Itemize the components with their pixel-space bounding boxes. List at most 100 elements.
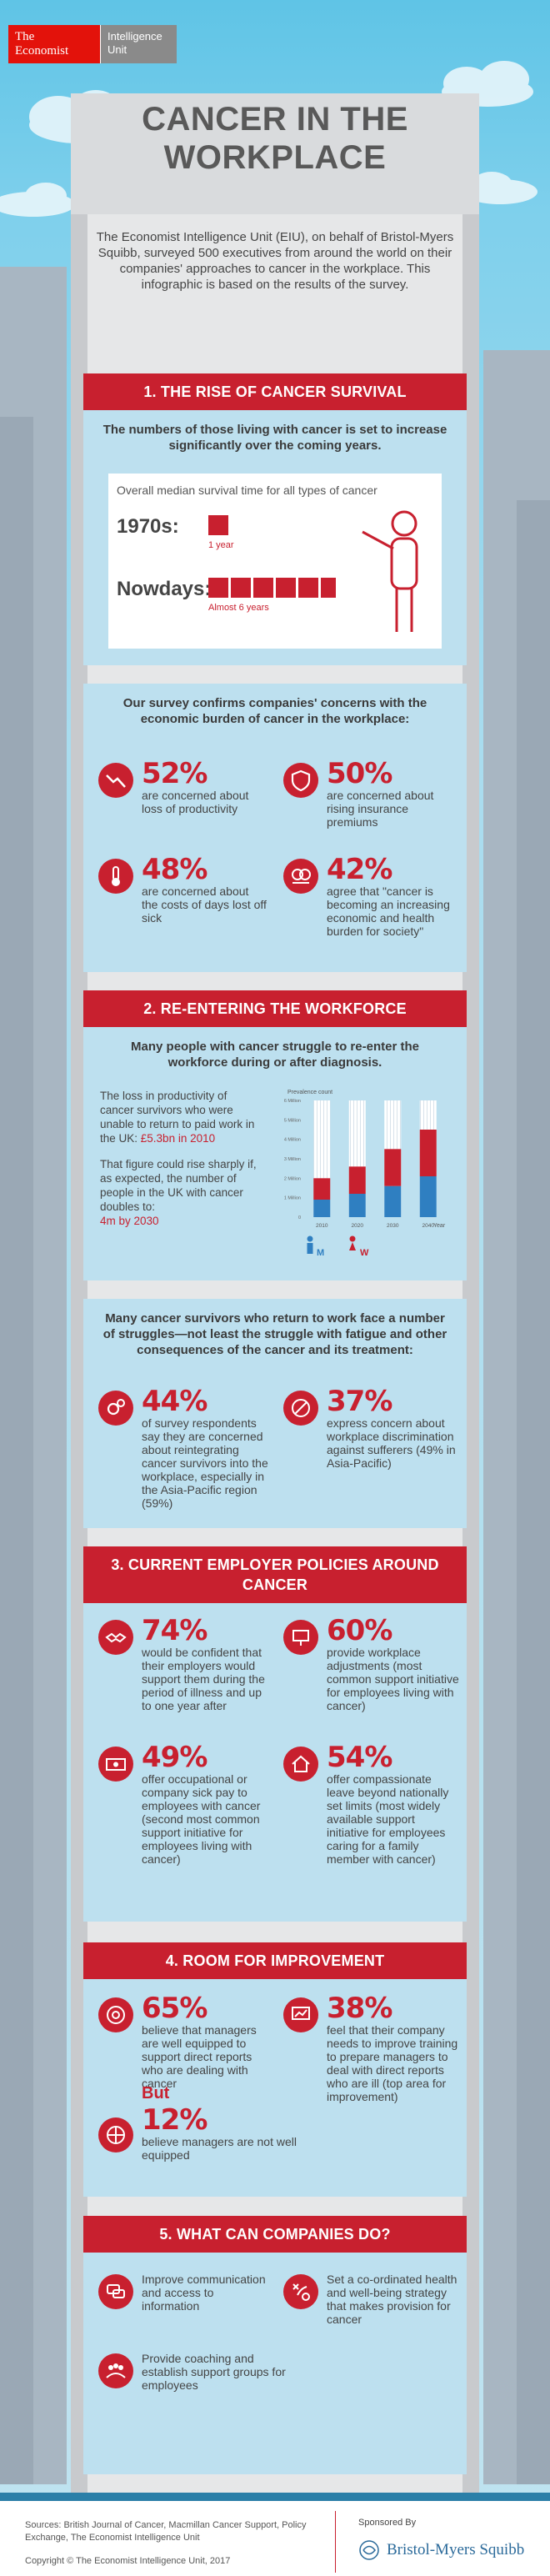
money-hand-icon: [283, 859, 318, 894]
y-tick-label: 1 Million: [284, 1196, 301, 1201]
bar-w-2030: [384, 1149, 402, 1186]
concerns-heading: Our survey confirms companies' concerns …: [122, 696, 428, 726]
stat-employer-confidence: 74% would be confident that their employ…: [142, 1616, 267, 1712]
row-1970s-label: 1970s:: [117, 515, 179, 538]
man-icon: [307, 1235, 313, 1254]
stat-sick-pay-text: offer occupational or company sick pay t…: [142, 1772, 261, 1866]
stat-training-needed-text: feel that their company needs to improve…: [327, 2023, 458, 2103]
row-1970s-value: 1 year: [208, 540, 234, 550]
stat-insurance-text: are concerned about rising insurance pre…: [327, 789, 434, 829]
discrimination-icon: [283, 1391, 318, 1426]
bar-m-2040: [419, 1176, 437, 1217]
bar-m-2030: [384, 1185, 402, 1217]
bms-logo-icon: [359, 2540, 379, 2560]
bar-block-3: [253, 578, 273, 598]
bar-block-2: [231, 578, 251, 598]
concerns-panel: Our survey confirms companies' concerns …: [83, 684, 467, 972]
section-3-heading: 3. CURRENT EMPLOYER POLICIES AROUND CANC…: [83, 1546, 467, 1603]
stat-discrimination-pct: 37%: [327, 1385, 392, 1418]
stat-managers-equipped-text: believe that managers are well equipped …: [142, 2023, 257, 2090]
bar-w-2040: [419, 1130, 437, 1176]
sponsor-name: Bristol-Myers Squibb: [387, 2541, 525, 2558]
bar-nowdays: [208, 578, 336, 598]
section-room-for-improvement: 4. ROOM FOR IMPROVEMENT 65% believe that…: [83, 1942, 467, 2197]
bar-m-2010: [313, 1200, 331, 1217]
footer-copyright: Copyright © The Economist Intelligence U…: [25, 2556, 231, 2566]
section-1-heading: 1. THE RISE OF CANCER SURVIVAL: [83, 373, 467, 410]
legend-w-label: W: [360, 1248, 369, 1258]
stat-sick-pay-pct: 49%: [142, 1741, 208, 1774]
woman-icon: [349, 1235, 356, 1250]
stat-sick-days-pct: 48%: [142, 853, 208, 886]
projection-value: 4m by 2030: [100, 1215, 159, 1227]
footer-sources: Sources: British Journal of Cancer, Macm…: [25, 2520, 307, 2543]
bar-block-5: [298, 578, 318, 598]
workplace-adjustments-icon: [283, 1620, 318, 1655]
stat-sick-days-text: are concerned about the costs of days lo…: [142, 885, 267, 925]
x-tick-label: 2010: [316, 1223, 328, 1229]
stat-training-needed-pct: 38%: [327, 1992, 392, 2025]
stat-employer-confidence-text: would be confident that their employers …: [142, 1646, 265, 1712]
economist-logo-mark: The Economist: [8, 25, 100, 63]
x-axis-label: Year: [433, 1223, 446, 1229]
eiu-logo-mark: Intelligence Unit: [100, 25, 177, 63]
house-icon: [283, 1747, 318, 1782]
footer: Sources: British Journal of Cancer, Macm…: [0, 2493, 550, 2576]
stat-discrimination-text: express concern about workplace discrimi…: [327, 1416, 456, 1470]
section-reentering-workforce: 2. RE-ENTERING THE WORKFORCE Many people…: [83, 990, 467, 1280]
bar-block-4: [276, 578, 296, 598]
handshake-icon: [98, 1620, 133, 1655]
stat-managers-equipped-pct: 65%: [142, 1992, 208, 2025]
stat-compassionate-leave-text: offer compassionate leave beyond nationa…: [327, 1772, 449, 1866]
y-tick-label: 0: [298, 1215, 301, 1220]
stat-reintegration-pct: 44%: [142, 1385, 208, 1418]
cash-icon: [98, 1747, 133, 1782]
prevalence-chart-title: Prevalence count: [288, 1090, 332, 1095]
stat-insurance-pct: 50%: [327, 757, 392, 790]
row-nowdays-value: Almost 6 years: [208, 603, 269, 613]
stat-productivity-pct: 52%: [142, 757, 208, 790]
logo-unit-1: Intelligence: [108, 30, 162, 43]
stat-sick-days: 48% are concerned about the costs of day…: [142, 854, 267, 925]
background-buildings: [0, 267, 550, 2484]
bar-w-2020: [348, 1166, 366, 1194]
stat-compassionate-leave: 54% offer compassionate leave beyond nat…: [327, 1742, 460, 1866]
communication-icon: [98, 2274, 133, 2309]
action-communication: Improve communication and access to info…: [142, 2273, 266, 2313]
y-tick-label: 2 Million: [284, 1176, 301, 1181]
title-line-1: CANCER IN THE: [142, 101, 408, 138]
stat-workplace-adjustments-pct: 60%: [327, 1614, 392, 1647]
struggles-panel: Many cancer survivors who return to work…: [83, 1299, 467, 1528]
stat-training-needed: 38% feel that their company needs to imp…: [327, 1993, 460, 2103]
stat-workplace-adjustments: 60% provide workplace adjustments (most …: [327, 1616, 460, 1712]
survival-chart-board: Overall median survival time for all typ…: [108, 474, 442, 649]
section-rise-of-survival: 1. THE RISE OF CANCER SURVIVAL The numbe…: [83, 373, 467, 665]
stat-economic-burden-pct: 42%: [327, 853, 392, 886]
sponsor-logo: Bristol-Myers Squibb: [358, 2539, 524, 2561]
thermometer-icon: [98, 859, 133, 894]
stat-sick-pay: 49% offer occupational or company sick p…: [142, 1742, 267, 1866]
footer-divider: [335, 2511, 336, 2573]
section-2-heading: 2. RE-ENTERING THE WORKFORCE: [83, 990, 467, 1027]
stat-productivity-text: are concerned about loss of productivity: [142, 789, 249, 815]
stat-discrimination: 37% express concern about workplace disc…: [327, 1386, 460, 1470]
row-nowdays-label: Nowdays:: [117, 578, 212, 600]
prevalence-chart: Prevalence count 0 1 Million 2 Million 3 Mi…: [284, 1090, 446, 1258]
stat-employer-confidence-pct: 74%: [142, 1614, 208, 1647]
bar-block-6: [321, 578, 336, 598]
projection-text: That figure could rise sharply if, as ex…: [100, 1157, 258, 1228]
target-icon: [98, 2117, 133, 2153]
lifebuoy-icon: [98, 1997, 133, 2032]
productivity-chart-icon: [98, 763, 133, 798]
training-board-icon: [283, 1997, 318, 2032]
stat-not-equipped-text: believe managers are not well equipped: [142, 2135, 297, 2162]
productivity-loss-desc: The loss in productivity of cancer survi…: [100, 1090, 255, 1145]
stat-reintegration: 44% of survey respondents say they are c…: [142, 1386, 275, 1510]
action-strategy: Set a co-ordinated health and well-being…: [327, 2273, 458, 2326]
x-tick-label: 2030: [387, 1223, 399, 1229]
support-group-icon: [98, 2353, 133, 2388]
y-tick-label: 5 Million: [284, 1118, 301, 1123]
section-1-subheading: The numbers of those living with cancer …: [102, 423, 448, 453]
stat-economic-burden-text: agree that "cancer is becoming an increa…: [327, 885, 450, 938]
section-2-subheading: Many people with cancer struggle to re-e…: [131, 1040, 419, 1070]
